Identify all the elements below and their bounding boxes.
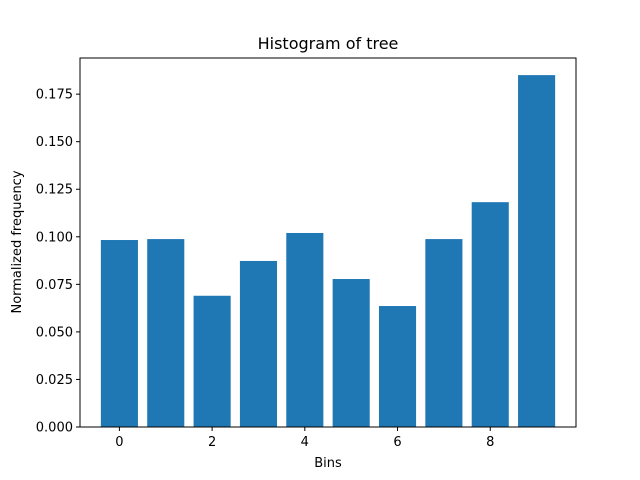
bar-series [100,75,556,427]
y-tick-label: 0.025 [36,373,73,388]
bar-bin-9 [518,75,556,427]
bar-bin-4 [286,232,324,427]
y-tick-label: 0.050 [36,325,73,340]
y-tick-label: 0.150 [36,135,73,150]
x-tick-label: 8 [486,435,494,450]
y-tick-label: 0.100 [36,230,73,245]
bar-bin-6 [378,306,417,427]
y-axis-label: Normalized frequency [10,170,25,313]
x-tick-label: 4 [301,435,309,450]
x-tick-label: 2 [208,435,216,450]
x-axis-label: Bins [314,456,342,471]
y-axis-ticks: 0.000 0.025 0.050 0.075 0.100 0.125 0.150 0.175 [36,88,80,436]
y-tick-label: 0.000 [36,421,73,436]
plot-frame [79,57,577,428]
bar-bin-2 [193,295,231,427]
chart-title: Histogram of tree [258,34,399,53]
bar-bin-1 [147,239,185,427]
bar-bin-5 [332,279,370,427]
bar-bin-3 [239,260,278,427]
y-tick-label: 0.125 [36,183,73,198]
y-tick-label: 0.075 [36,278,73,293]
bar-bin-0 [100,240,138,427]
y-tick-label: 0.175 [36,88,73,103]
bar-bin-8 [471,202,509,427]
bar-bin-7 [425,239,463,427]
x-axis-ticks: 0 2 4 6 8 [115,427,494,450]
x-tick-label: 6 [393,435,401,450]
x-tick-label: 0 [115,435,123,450]
